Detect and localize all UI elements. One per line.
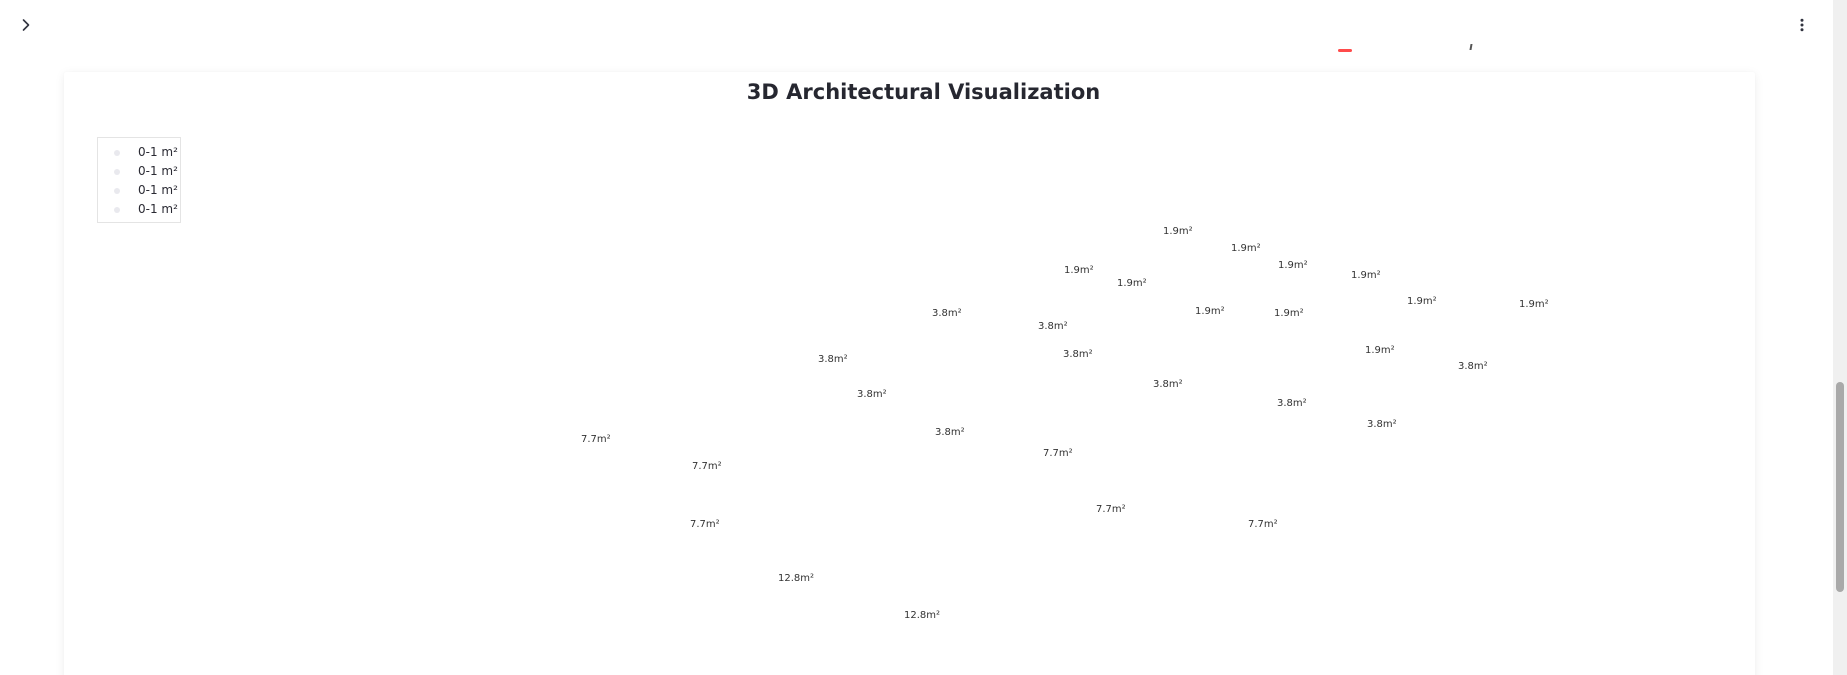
- legend-label: 0-1 m²: [138, 202, 178, 216]
- clipped-red-mark: [1338, 49, 1352, 52]
- legend-label: 0-1 m²: [138, 145, 178, 159]
- legend-marker: [114, 150, 120, 156]
- chart-container: [64, 72, 1755, 675]
- legend-item[interactable]: 0-1 m²: [98, 163, 182, 181]
- legend-label: 0-1 m²: [138, 164, 178, 178]
- sidebar-toggle-button[interactable]: [14, 14, 38, 38]
- main-menu-button[interactable]: [1790, 14, 1814, 38]
- legend-marker: [114, 188, 120, 194]
- legend-item[interactable]: 0-1 m²: [98, 144, 182, 162]
- chart-legend: 0-1 m² 0-1 m² 0-1 m² 0-1 m²: [97, 137, 181, 223]
- chart-title: 3D Architectural Visualization: [746, 80, 1101, 104]
- page-scrollbar-thumb[interactable]: [1836, 382, 1844, 592]
- legend-item[interactable]: 0-1 m²: [98, 201, 182, 219]
- legend-marker: [114, 207, 120, 213]
- legend-label: 0-1 m²: [138, 183, 178, 197]
- clipped-content-fragment: [1338, 40, 1478, 54]
- clipped-text-glyph: [1465, 44, 1473, 50]
- chevron-right-icon: [19, 17, 33, 36]
- legend-item[interactable]: 0-1 m²: [98, 182, 182, 200]
- more-vertical-icon: [1795, 17, 1809, 36]
- legend-marker: [114, 169, 120, 175]
